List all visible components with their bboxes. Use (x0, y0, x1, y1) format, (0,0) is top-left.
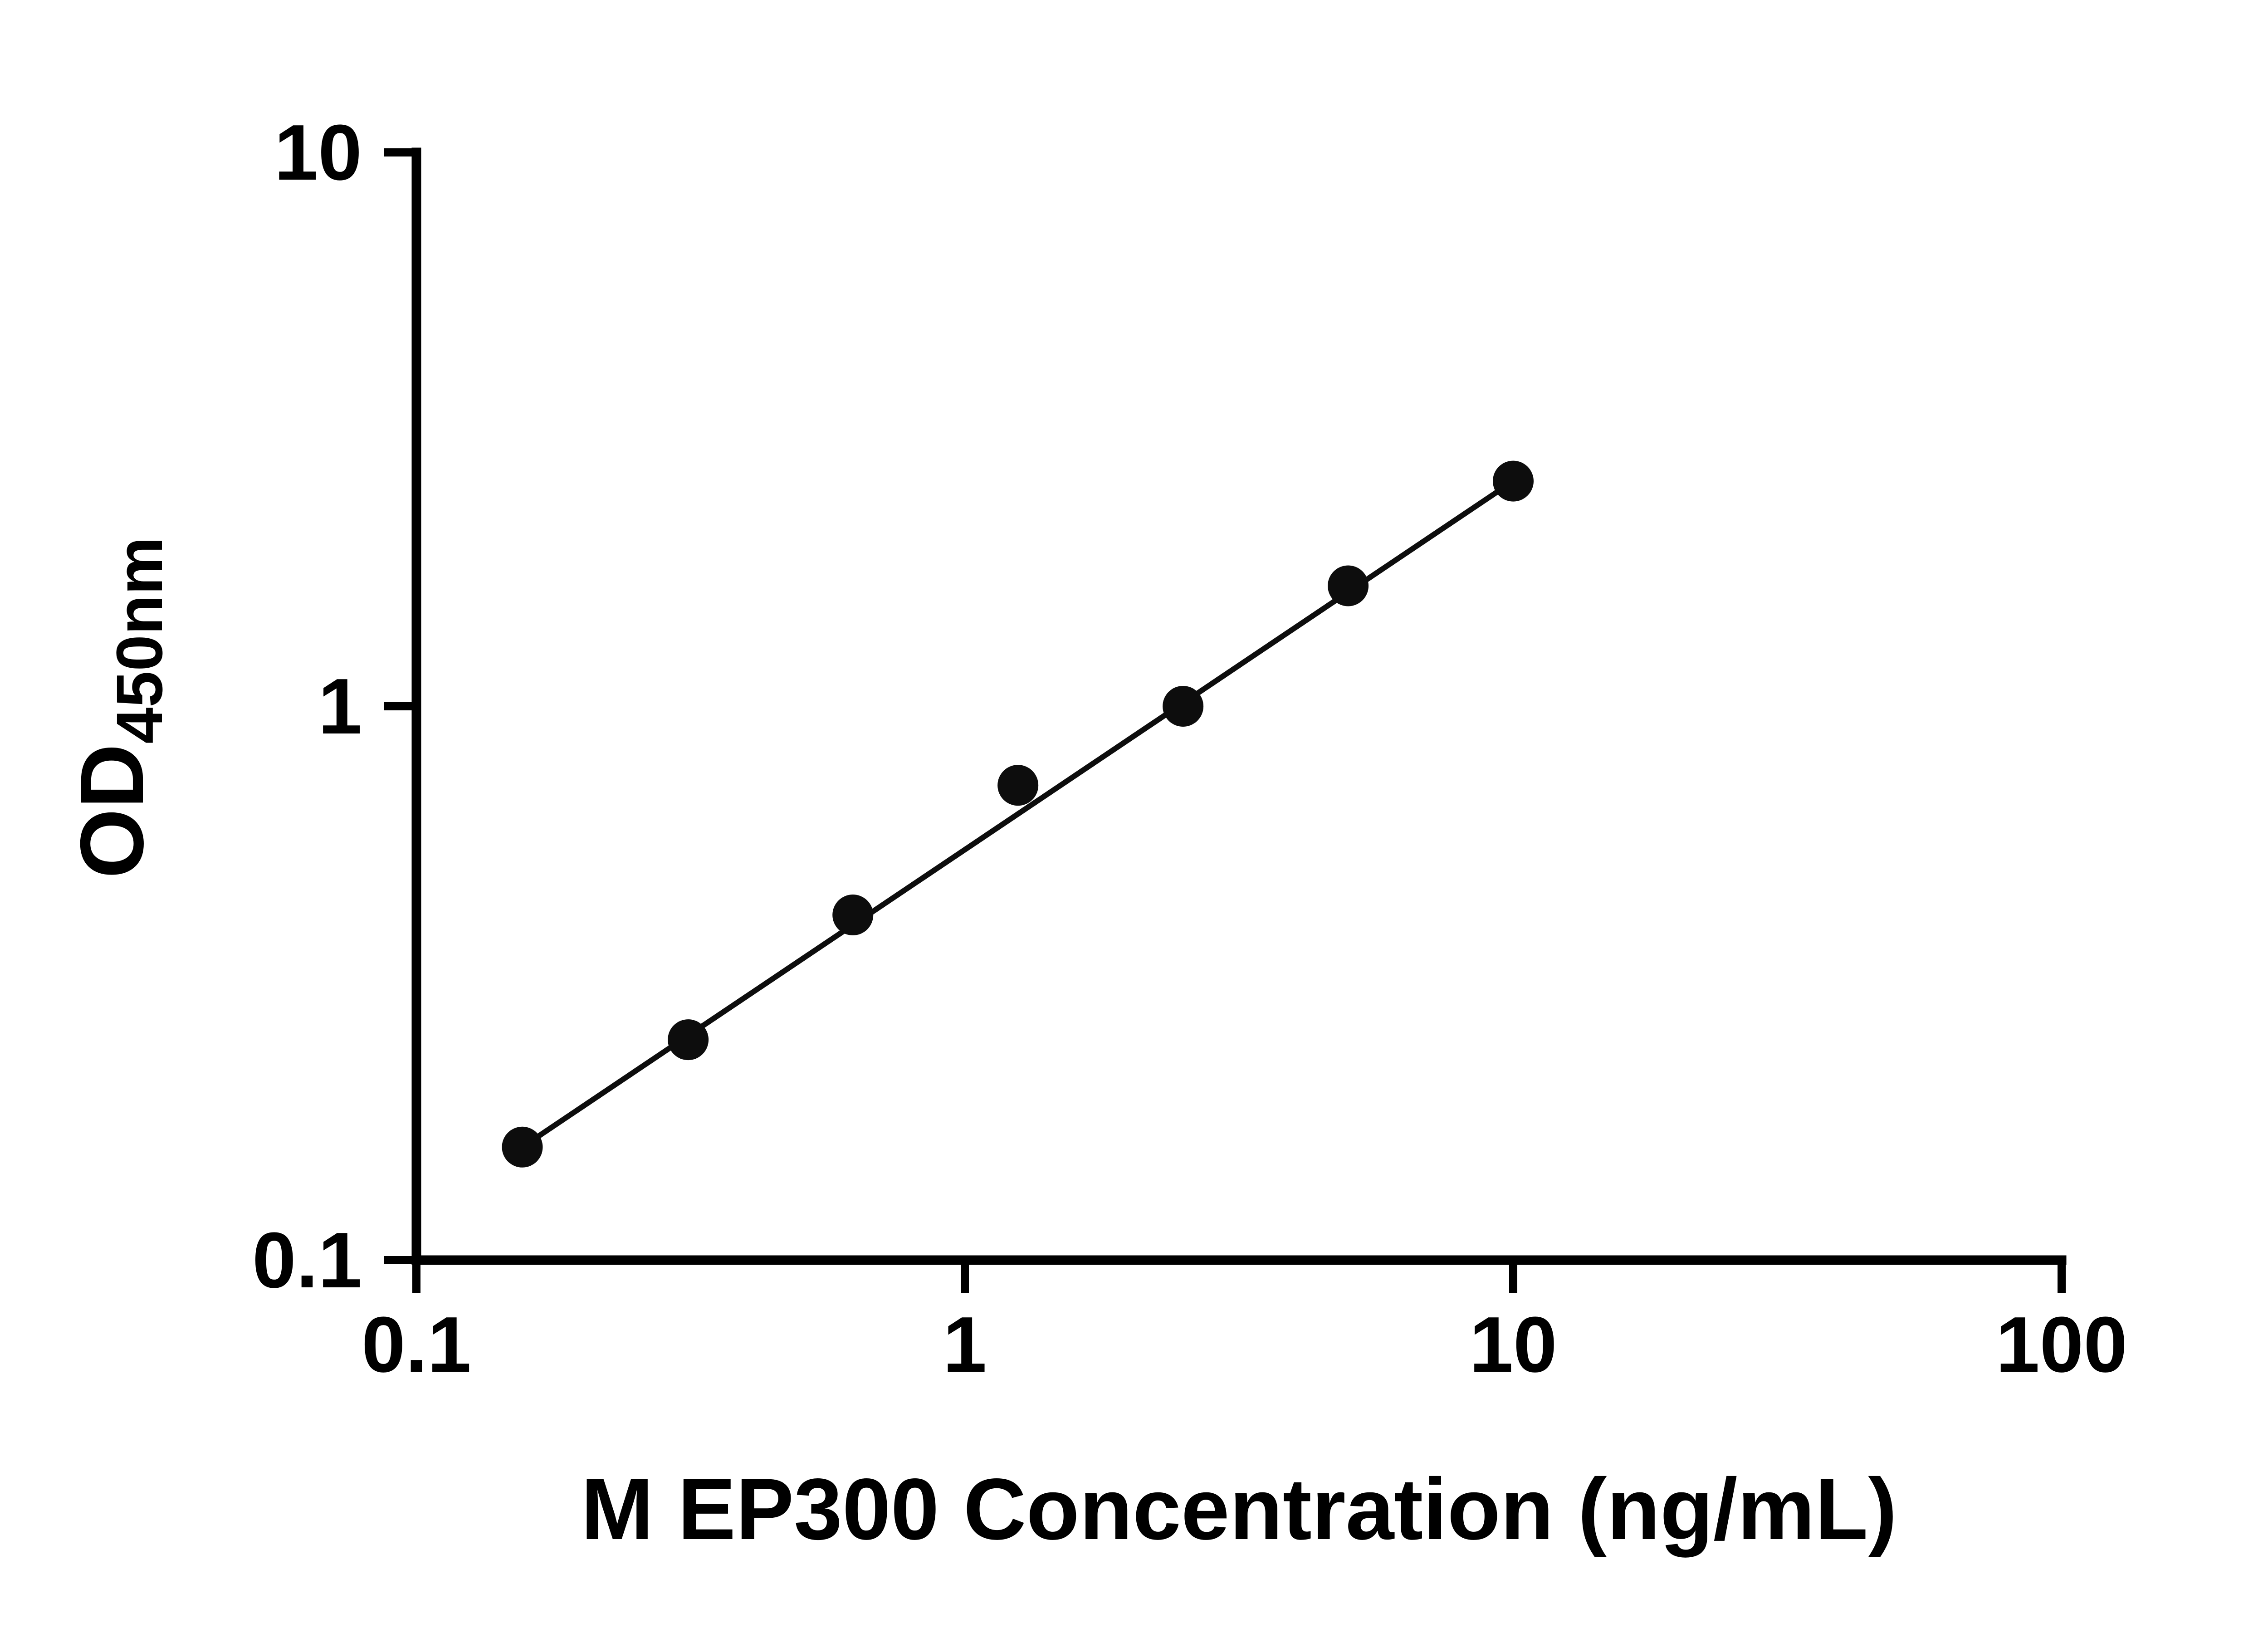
data-point (997, 765, 1039, 806)
data-point (1493, 460, 1534, 502)
data-point (832, 895, 874, 936)
x-tick-label: 100 (1996, 1300, 2127, 1389)
x-tick-label: 1 (943, 1300, 987, 1389)
x-tick-label: 10 (1469, 1300, 1557, 1389)
y-tick-label: 10 (274, 108, 362, 196)
data-point (1163, 686, 1204, 727)
data-point (502, 1126, 543, 1168)
y-axis-title-subscript: 450nm (103, 537, 176, 743)
y-tick-label: 0.1 (252, 1216, 362, 1304)
y-tick-label: 1 (318, 662, 362, 750)
y-axis-title-main: OD (62, 744, 162, 879)
data-point (668, 1019, 709, 1061)
x-axis-title: M EP300 Concentration (ng/mL) (581, 1460, 1897, 1558)
x-tick-label: 0.1 (362, 1300, 471, 1389)
y-axis-title: OD450nm (62, 537, 176, 878)
data-point (1328, 565, 1369, 606)
